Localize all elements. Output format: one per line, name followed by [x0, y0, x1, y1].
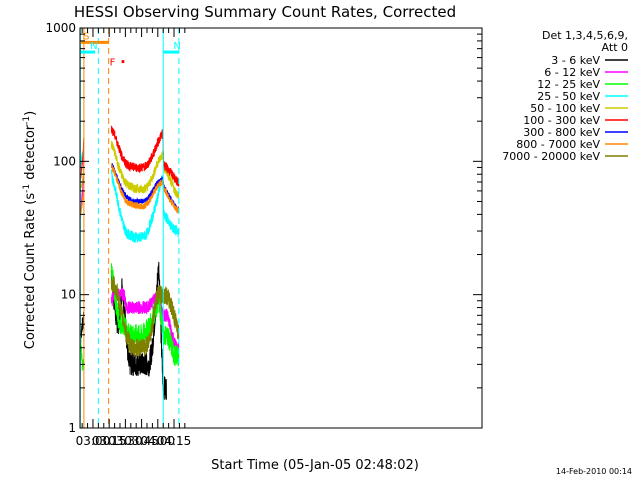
legend-label: 12 - 25 keV: [537, 78, 600, 91]
legend-label: 7000 - 20000 keV: [502, 150, 600, 163]
series-line-25-50-main: [110, 169, 180, 243]
flag-label: N: [173, 41, 180, 52]
legend-label: 100 - 300 keV: [523, 114, 600, 127]
y-axis-label: Corrected Count Rate (s-1 detector-1): [22, 111, 38, 349]
series-line-100-300-main: [110, 125, 180, 187]
x-tick-label: 03:30: [108, 434, 143, 448]
legend-label: 800 - 7000 keV: [516, 138, 600, 151]
series-line-7000-20000-main: [110, 275, 180, 357]
y-axis-label-sup2: -1: [22, 116, 32, 125]
date-stamp: 14-Feb-2010 00:14: [556, 467, 632, 476]
y-tick-label: 100: [53, 154, 76, 168]
plot-frame: [79, 27, 483, 429]
x-tick-label: 03:45: [124, 434, 159, 448]
legend-header-detectors: Det 1,3,4,5,6,9,: [542, 29, 628, 42]
x-tick-label: 04:00: [141, 434, 176, 448]
series-line-6-12-main: [110, 287, 180, 355]
series-line-800-7000-main: [110, 163, 180, 214]
y-tick-label: 1: [68, 421, 76, 435]
legend-label: 300 - 800 keV: [523, 126, 600, 139]
y-tick-label: 10: [61, 288, 76, 302]
flag-label: N: [90, 41, 97, 52]
y-axis-label-sup1: -1: [22, 184, 32, 193]
x-tick-label: 03:15: [92, 434, 127, 448]
vertical-marker-lines: [80, 28, 180, 428]
y-axis-ticks: 1 10 100 1000: [45, 21, 482, 435]
y-axis-label-part1: Corrected Count Rate (s: [23, 193, 38, 350]
x-axis-label: Start Time (05-Jan-05 02:48:02): [211, 458, 419, 473]
flag-bars: SN NF: [80, 31, 181, 69]
y-tick-label: 1000: [45, 21, 76, 35]
series-line-300-800-main: [110, 163, 180, 213]
legend-label: 6 - 12 keV: [544, 66, 600, 79]
flag-label: F: [110, 58, 116, 69]
x-tick-label: 03:00: [76, 434, 111, 448]
legend-label: 50 - 100 keV: [530, 102, 600, 115]
chart-title: HESSI Observing Summary Count Rates, Cor…: [74, 3, 456, 21]
x-tick-label: 04:15: [157, 434, 192, 448]
flag-label: S: [83, 31, 89, 42]
legend-label: 25 - 50 keV: [537, 90, 600, 103]
y-axis-label-part2: detector: [23, 124, 38, 184]
legend-label: 3 - 6 keV: [551, 54, 600, 67]
y-axis-label-part3: ): [23, 111, 38, 116]
legend-header-attenuator: Att 0: [602, 41, 628, 54]
